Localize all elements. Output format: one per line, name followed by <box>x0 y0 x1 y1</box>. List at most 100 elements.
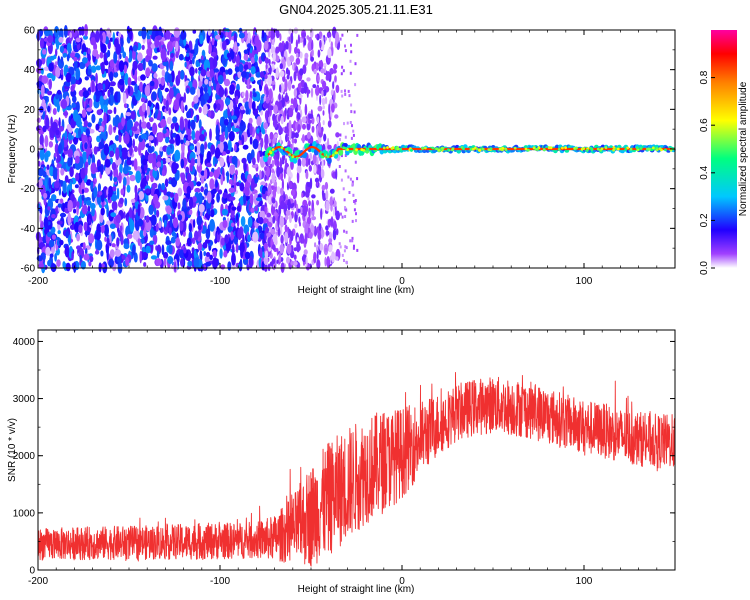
spectrogram-cell <box>203 168 208 180</box>
spectrogram-cell <box>248 117 253 124</box>
spectrogram-cell <box>475 147 479 151</box>
spectrogram-cell <box>111 243 116 248</box>
spectrogram-cell <box>332 69 337 74</box>
spectrogram-cell <box>151 182 158 189</box>
spectrogram-cell <box>42 236 47 244</box>
spectrogram-cell <box>110 194 118 202</box>
spectrogram-cell <box>352 133 355 137</box>
spectrogram-cell <box>39 212 42 224</box>
spectrogram-cell <box>51 121 58 133</box>
spectrogram-cell <box>308 138 313 143</box>
spectrogram-cell <box>112 186 117 192</box>
spectrogram-cell <box>214 147 221 159</box>
spectrogram-cell <box>80 260 86 270</box>
spectrogram-cell <box>278 252 282 263</box>
spectrogram-cell <box>211 37 215 46</box>
spectrogram-cell <box>334 114 339 119</box>
spectrogram-cell <box>44 152 49 163</box>
spectrogram-cell <box>266 195 269 201</box>
spectrogram-cell <box>356 177 359 181</box>
spectrogram-cell <box>320 208 323 220</box>
spectrogram-cell <box>106 27 111 35</box>
spectrogram-cell <box>58 94 63 100</box>
spectrogram-cell <box>282 127 285 132</box>
spectrogram-cell <box>132 244 136 256</box>
spectrogram-cell <box>143 262 147 267</box>
spectrogram-cell <box>75 155 80 164</box>
spectrogram-cell <box>527 148 530 152</box>
spectrogram-cell <box>230 115 237 120</box>
spectrogram-cell <box>215 124 219 137</box>
spectrogram-cell <box>293 88 298 98</box>
spectrogram-cell <box>324 256 327 267</box>
x-tick-label: 100 <box>576 576 593 587</box>
spectrogram-y-ticks: -60 -40 -20 0 20 40 60 <box>21 26 675 275</box>
spectrogram-cell <box>66 53 70 62</box>
spectrogram-cell <box>110 144 117 149</box>
spectrogram-cell <box>290 143 293 149</box>
chart-title: GN04.2025.305.21.11.E31 <box>279 2 433 17</box>
spectrogram-cell <box>286 166 291 177</box>
spectrogram-cell <box>323 133 327 142</box>
spectrogram-cell <box>349 59 352 63</box>
spectrogram-cell <box>98 118 103 122</box>
spectrogram-cell <box>352 193 355 197</box>
spectrogram-cell <box>267 184 271 194</box>
spectrogram-cell <box>285 67 289 75</box>
spectrogram-cell <box>231 108 234 118</box>
y-tick-label: 20 <box>24 105 36 116</box>
spectrogram-cell <box>158 220 162 229</box>
spectrogram-cell <box>341 215 344 219</box>
spectrogram-cell <box>168 244 173 255</box>
colorbar: 0.0 0.2 0.4 0.6 0.8 Normalized spectral ampl… <box>699 30 749 275</box>
spectrogram-cell <box>170 236 176 244</box>
spectrogram-cell <box>278 42 283 53</box>
spectrogram-cell <box>297 112 301 120</box>
spectrogram-cell <box>346 261 348 265</box>
spectrogram-cell <box>91 113 96 124</box>
spectrogram-cell <box>341 253 344 257</box>
spectrogram-cell <box>199 86 204 96</box>
spectrogram-cell <box>60 168 65 176</box>
spectrogram-cell <box>118 134 122 143</box>
spectrogram-cell <box>98 262 102 273</box>
spectrogram-cell <box>168 226 172 236</box>
spectrogram-cell <box>165 157 171 163</box>
spectrogram-cell <box>48 78 52 90</box>
spectrogram-cell <box>234 143 237 152</box>
spectrogram-cell <box>142 57 146 71</box>
spectrogram-cell <box>233 173 237 186</box>
spectrogram-cell <box>343 229 346 233</box>
spectrogram-cell <box>96 109 103 116</box>
spectrogram-cell <box>248 97 253 110</box>
spectrogram-cell <box>249 123 253 136</box>
spectrogram-cell <box>194 230 199 241</box>
spectrogram-cell <box>70 85 75 92</box>
spectrogram-cell <box>123 64 127 74</box>
x-tick-label: -100 <box>210 576 230 587</box>
spectrogram-cell <box>82 90 90 99</box>
spectrogram-cell <box>561 146 564 150</box>
spectrogram-cell <box>178 53 184 61</box>
spectrogram-cell <box>353 110 356 114</box>
spectrogram-cell <box>265 86 269 97</box>
spectrogram-cell <box>103 95 107 100</box>
spectrogram-cell <box>115 222 120 228</box>
spectrogram-cell <box>204 255 210 264</box>
spectrogram-cell <box>214 40 218 47</box>
spectrogram-cell <box>356 248 359 252</box>
spectrogram-cell <box>295 203 299 216</box>
spectrogram-cell <box>382 146 386 150</box>
spectrogram-cell <box>140 121 148 129</box>
spectrogram-cell <box>292 97 298 109</box>
spectrogram-cell <box>646 147 649 151</box>
spectrogram-cell <box>189 164 193 172</box>
spectrogram-cell <box>62 180 67 194</box>
colorbar-gradient <box>711 30 737 268</box>
spectrogram-cell <box>271 148 275 151</box>
spectrogram-cell <box>288 119 292 132</box>
colorbar-ticks: 0.0 0.2 0.4 0.6 0.8 <box>699 70 715 275</box>
spectrogram-cell <box>241 71 247 78</box>
spectrogram-cell <box>79 194 82 204</box>
spectrogram-cell <box>341 94 344 98</box>
